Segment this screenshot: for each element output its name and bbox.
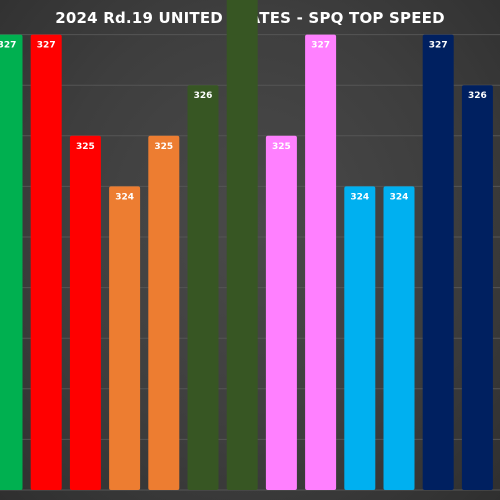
bar-8 bbox=[265, 135, 297, 491]
bar-value-label-9: 327 bbox=[311, 41, 330, 51]
bar-value-label-4: 324 bbox=[115, 192, 134, 202]
bar-6 bbox=[187, 85, 219, 490]
bar-3 bbox=[69, 135, 101, 491]
bar-12 bbox=[422, 34, 454, 490]
bar-value-label-11: 324 bbox=[390, 192, 409, 202]
bar-value-label-12: 327 bbox=[429, 41, 448, 51]
bar-13 bbox=[461, 85, 493, 490]
bar-value-label-5: 325 bbox=[154, 142, 173, 152]
label-layer: 327327325324325326328325327324324327326 bbox=[0, 41, 487, 203]
bar-2 bbox=[30, 34, 62, 490]
bar-value-label-2: 327 bbox=[37, 41, 56, 51]
bar-11 bbox=[383, 186, 415, 490]
bar-value-label-10: 324 bbox=[350, 192, 369, 202]
bar-9 bbox=[305, 34, 337, 490]
bar-1 bbox=[0, 34, 23, 490]
bar-7 bbox=[226, 0, 258, 490]
bar-layer bbox=[0, 0, 493, 491]
bar-value-label-1: 327 bbox=[0, 41, 16, 51]
bar-value-label-13: 326 bbox=[468, 91, 487, 101]
bar-5 bbox=[148, 135, 180, 491]
bar-4 bbox=[109, 186, 141, 490]
bar-value-label-8: 325 bbox=[272, 142, 291, 152]
bar-10 bbox=[344, 186, 376, 490]
bar-value-label-3: 325 bbox=[76, 142, 95, 152]
bar-value-label-6: 326 bbox=[194, 91, 213, 101]
